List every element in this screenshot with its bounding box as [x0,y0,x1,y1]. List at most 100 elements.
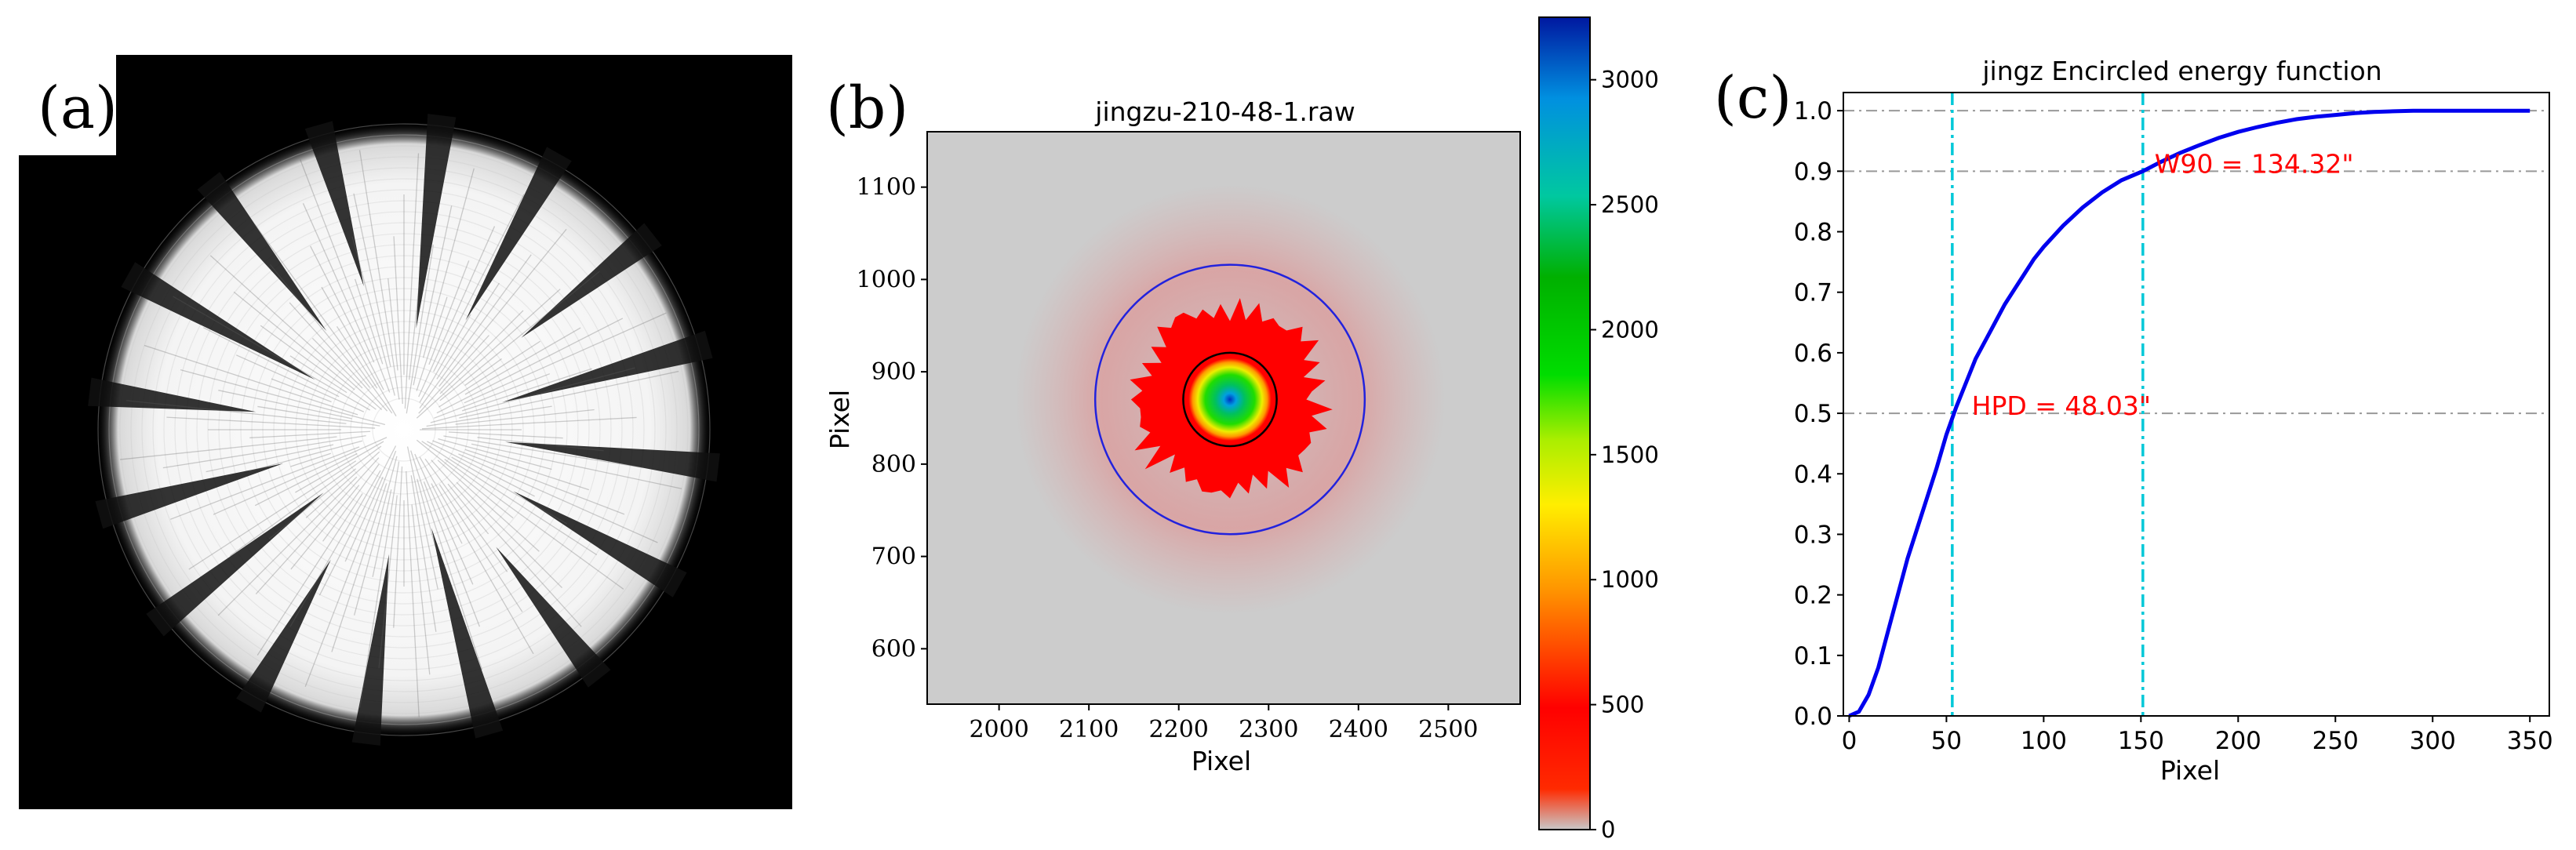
sunburst-streak [416,439,514,519]
sunburst-ring [328,354,480,506]
sunburst-streak [421,441,598,556]
colorbar-tick-label: 1000 [1601,566,1659,593]
sunburst-streak [202,327,340,398]
sunburst-ring [251,277,557,583]
line-chart-frame [1843,92,2550,717]
sunburst-streak [406,446,438,590]
hpd-annotation: HPD = 48.03" [1972,390,2151,421]
sunburst-ring [130,156,678,703]
sunburst-spoke [197,172,327,332]
heatmap-y-tick-label: 800 [871,451,916,478]
line-chart-y-tick-label: 0.4 [1794,460,1832,489]
sunburst-streak [119,436,337,460]
sunburst-spoke [521,223,662,338]
sunburst-streak [438,484,523,612]
heatmap-x-tick-label: 2000 [969,716,1028,743]
sunburst-streak [418,226,496,398]
sunburst-streak [311,337,363,389]
sunburst-streak [431,483,463,544]
colorbar-tick-label: 3000 [1601,67,1659,93]
sunburst-streak [432,440,625,515]
heatmap-y-tick-label: 1100 [857,174,916,202]
sunburst-streak [387,278,398,371]
sunburst-streak [180,369,386,426]
sunburst-streak [289,302,388,412]
sunburst-ring [273,299,535,561]
sunburst-ring [229,255,579,605]
heatmap-title: jingzu-210-48-1.raw [1094,96,1355,127]
sunburst-spoke [146,492,324,637]
sunburst-streak [268,468,357,539]
sunburst-streak [372,489,392,577]
sunburst-disk [96,122,711,737]
sunburst-streak [436,282,500,380]
sunburst-ring [284,310,524,550]
sunburst-streak [310,245,384,390]
sunburst-spoke [304,121,364,287]
sunburst-streak [423,481,481,627]
colorbar-tick-label: 2500 [1601,191,1659,218]
sunburst-streak [344,477,384,562]
line-chart-y-tick-label: 0.3 [1794,521,1832,549]
line-chart-x-tick-label: 50 [1931,727,1962,755]
sunburst-streak [269,263,371,388]
sunburst-streak [421,416,637,430]
sunburst-ring [141,167,667,692]
sunburst-ring [262,288,546,572]
line-chart-y-tick-label: 0.0 [1794,703,1832,731]
panel-c-label: (c) [1714,64,1792,132]
sunburst-streak [430,367,635,423]
sunburst-streak [438,228,567,387]
sunburst-streak [451,456,568,525]
sunburst-ring [372,398,436,462]
heatmap-y-tick-label: 1000 [857,266,916,293]
sunburst-streak [438,340,540,408]
sunburst-streak [213,437,387,515]
line-chart-y-tick-label: 0.7 [1794,279,1832,307]
sunburst-streak [406,244,435,414]
sunburst-ring [119,145,689,714]
line-chart-y-tick-label: 1.0 [1794,97,1832,125]
sunburst-spoke [236,559,331,713]
line-chart-y-tick-label: 0.6 [1794,340,1832,368]
sunburst-streak [248,440,363,472]
sunburst-spoke [351,554,389,746]
heatmap-frame [926,131,1521,705]
sunburst-streak [428,260,470,365]
sunburst-streak [419,456,534,655]
sunburst-streak [304,450,397,687]
sunburst-streak [419,254,532,409]
sunburst-ring [174,200,634,659]
sunburst-streak [477,437,604,452]
heatmap-x-tick-label: 2300 [1239,716,1298,743]
sunburst-streak [464,358,502,387]
sunburst-streak [271,378,332,403]
heatmap-y-tick-label: 600 [871,635,916,663]
sunburst-streak [464,449,590,491]
sunburst-streak [422,168,475,358]
sunburst-streak [431,460,582,627]
sunburst-streak [447,483,489,535]
sunburst-streak [378,495,398,669]
sunburst-spoke [513,491,687,598]
sunburst-streak [359,461,400,708]
sunburst-streak [448,431,563,439]
sunburst-streak [257,405,380,427]
sunburst-streak [411,504,431,675]
sunburst-ring [196,222,612,638]
w90-circle [1093,263,1366,536]
sunburst-streak [290,485,360,570]
sunburst-streak [173,296,371,411]
sunburst-streak [144,344,358,416]
sunburst-streak [188,460,357,570]
sunburst-streak [166,416,376,429]
sunburst-streak [126,400,347,424]
sunburst-streak [436,318,624,414]
line-chart-x-tick-label: 200 [2215,727,2261,755]
sunburst-streak [413,205,453,386]
sunburst-streak [260,325,377,410]
sunburst-streak [353,193,391,367]
colorbar: 0 500 1000 1500 2000 2500 3000 [1538,16,1659,843]
sunburst-spoke [121,262,315,380]
sunburst-streak [257,492,363,656]
